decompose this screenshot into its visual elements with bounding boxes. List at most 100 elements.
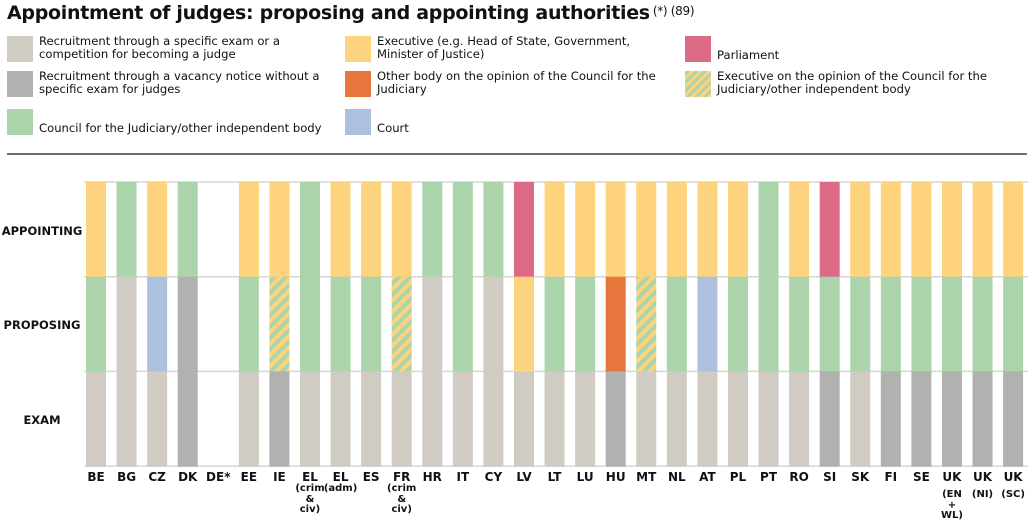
country-column-at — [697, 182, 718, 467]
x-tick-code: FI — [884, 470, 898, 484]
bar-segment-exam — [544, 371, 565, 467]
bar-segment-exam — [330, 371, 351, 467]
bar-segment-proposing — [452, 276, 473, 372]
x-tick-label: FI — [871, 471, 911, 484]
x-tick-code: ES — [362, 470, 380, 484]
bar-segment-appointing — [177, 182, 198, 278]
x-tick-label: PT — [749, 471, 789, 484]
bar-segment-exam — [636, 371, 657, 467]
bar-segment-appointing — [330, 182, 351, 278]
x-tick-label: BG — [107, 471, 147, 484]
country-column-pt — [758, 182, 779, 467]
bar-segment-proposing — [361, 276, 382, 372]
country-column-fi — [880, 182, 901, 467]
bar-segment-exam — [789, 371, 810, 467]
legend-label: Executive on the opinion of the Council … — [717, 69, 987, 96]
bar-segment-exam — [880, 371, 901, 467]
bar-segment-exam — [422, 371, 443, 467]
bar-segment-exam — [666, 371, 687, 467]
bar-segment-appointing — [636, 182, 657, 278]
bar-segment-exam — [452, 371, 473, 467]
country-column-cy — [483, 182, 504, 467]
bar-segment-proposing — [575, 276, 596, 372]
x-tick-code: UK — [1003, 470, 1023, 484]
x-tick-label: UK (NI) — [963, 471, 1003, 501]
x-tick-code: SK — [851, 470, 870, 484]
bar-segment-exam — [513, 371, 534, 467]
legend-label: Recruitment through a vacancy notice wit… — [39, 69, 320, 96]
legend-label: Court — [377, 121, 409, 135]
bar-segment-appointing — [880, 182, 901, 278]
bar-segment-appointing — [850, 182, 871, 278]
bar-segment-proposing — [1003, 276, 1024, 372]
bar-segment-proposing — [880, 276, 901, 372]
bar-segment-proposing — [911, 276, 932, 372]
x-tick-label: RO — [779, 471, 819, 484]
legend-swatch — [7, 109, 33, 135]
x-tick-label: DK — [168, 471, 208, 484]
country-column-hu — [605, 182, 626, 467]
x-tick-label: LU — [565, 471, 605, 484]
country-column-lv — [513, 182, 534, 467]
bar-segment-proposing — [819, 276, 840, 372]
x-tick-label: ES — [351, 471, 391, 484]
x-tick-label: UK (SC) — [993, 471, 1031, 501]
bar-segment-exam — [911, 371, 932, 467]
bar-segment-exam — [1003, 371, 1024, 467]
x-tick-label: MT — [626, 471, 666, 484]
x-tick-label: FR (crim & civ) — [382, 471, 422, 516]
bar-segment-proposing — [513, 276, 534, 372]
bar-segment-proposing — [666, 276, 687, 372]
bar-segment-proposing — [391, 276, 412, 372]
x-tick-code: UK — [942, 470, 962, 484]
x-tick-label: PL — [718, 471, 758, 484]
x-tick-code: LT — [547, 470, 562, 484]
country-column-si — [819, 182, 840, 467]
x-tick-label: IE — [259, 471, 299, 484]
x-tick-label: NL — [657, 471, 697, 484]
bar-segment-appointing — [1003, 182, 1024, 278]
x-tick-label: UK (EN + WL) — [932, 471, 972, 522]
x-tick-code: IT — [456, 470, 470, 484]
x-tick-code: NL — [667, 470, 686, 484]
x-tick-label: LT — [535, 471, 575, 484]
x-tick-sublabel: (SC) — [1001, 489, 1025, 500]
bar-segment-exam — [697, 371, 718, 467]
x-tick-code: EL — [332, 470, 349, 484]
country-column-ie — [269, 182, 290, 467]
x-tick-code: MT — [636, 470, 657, 484]
legend-swatch — [345, 109, 371, 135]
bar-segment-appointing — [361, 182, 382, 278]
bar-segment-exam — [483, 371, 504, 467]
bar-segment-appointing — [116, 182, 137, 278]
bar-segment-appointing — [422, 182, 443, 278]
bar-segment-proposing — [636, 276, 657, 372]
x-tick-code: DK — [178, 470, 198, 484]
legend-swatch — [685, 36, 711, 62]
legend-label: Parliament — [717, 48, 780, 62]
x-tick-code: UK — [972, 470, 993, 484]
bar-segment-appointing — [544, 182, 565, 278]
legend-swatch — [7, 36, 33, 62]
bar-segment-exam — [269, 371, 290, 467]
x-tick-code: EE — [240, 470, 258, 484]
bar-segment-exam — [391, 371, 412, 467]
country-column-sk — [850, 182, 871, 467]
x-tick-code: RO — [789, 470, 809, 484]
divider — [7, 153, 1027, 155]
bar-segment-proposing — [238, 276, 259, 372]
x-tick-label: SI — [810, 471, 850, 484]
bar-segment-exam — [727, 371, 748, 467]
country-column-uk-ni — [972, 182, 993, 467]
bar-segment-exam — [238, 371, 259, 467]
x-tick-code: CZ — [148, 470, 166, 484]
x-tick-code: IE — [273, 470, 286, 484]
bar-segment-proposing — [483, 276, 504, 372]
bar-segment-appointing — [972, 182, 993, 278]
bar-segment-exam — [941, 371, 962, 467]
legend-label: Executive (e.g. Head of State, Governmen… — [377, 34, 631, 61]
x-tick-code: SE — [912, 470, 930, 484]
country-column-dk — [177, 182, 198, 467]
bar-segment-exam — [575, 371, 596, 467]
row-label-exam: EXAM — [23, 413, 61, 427]
